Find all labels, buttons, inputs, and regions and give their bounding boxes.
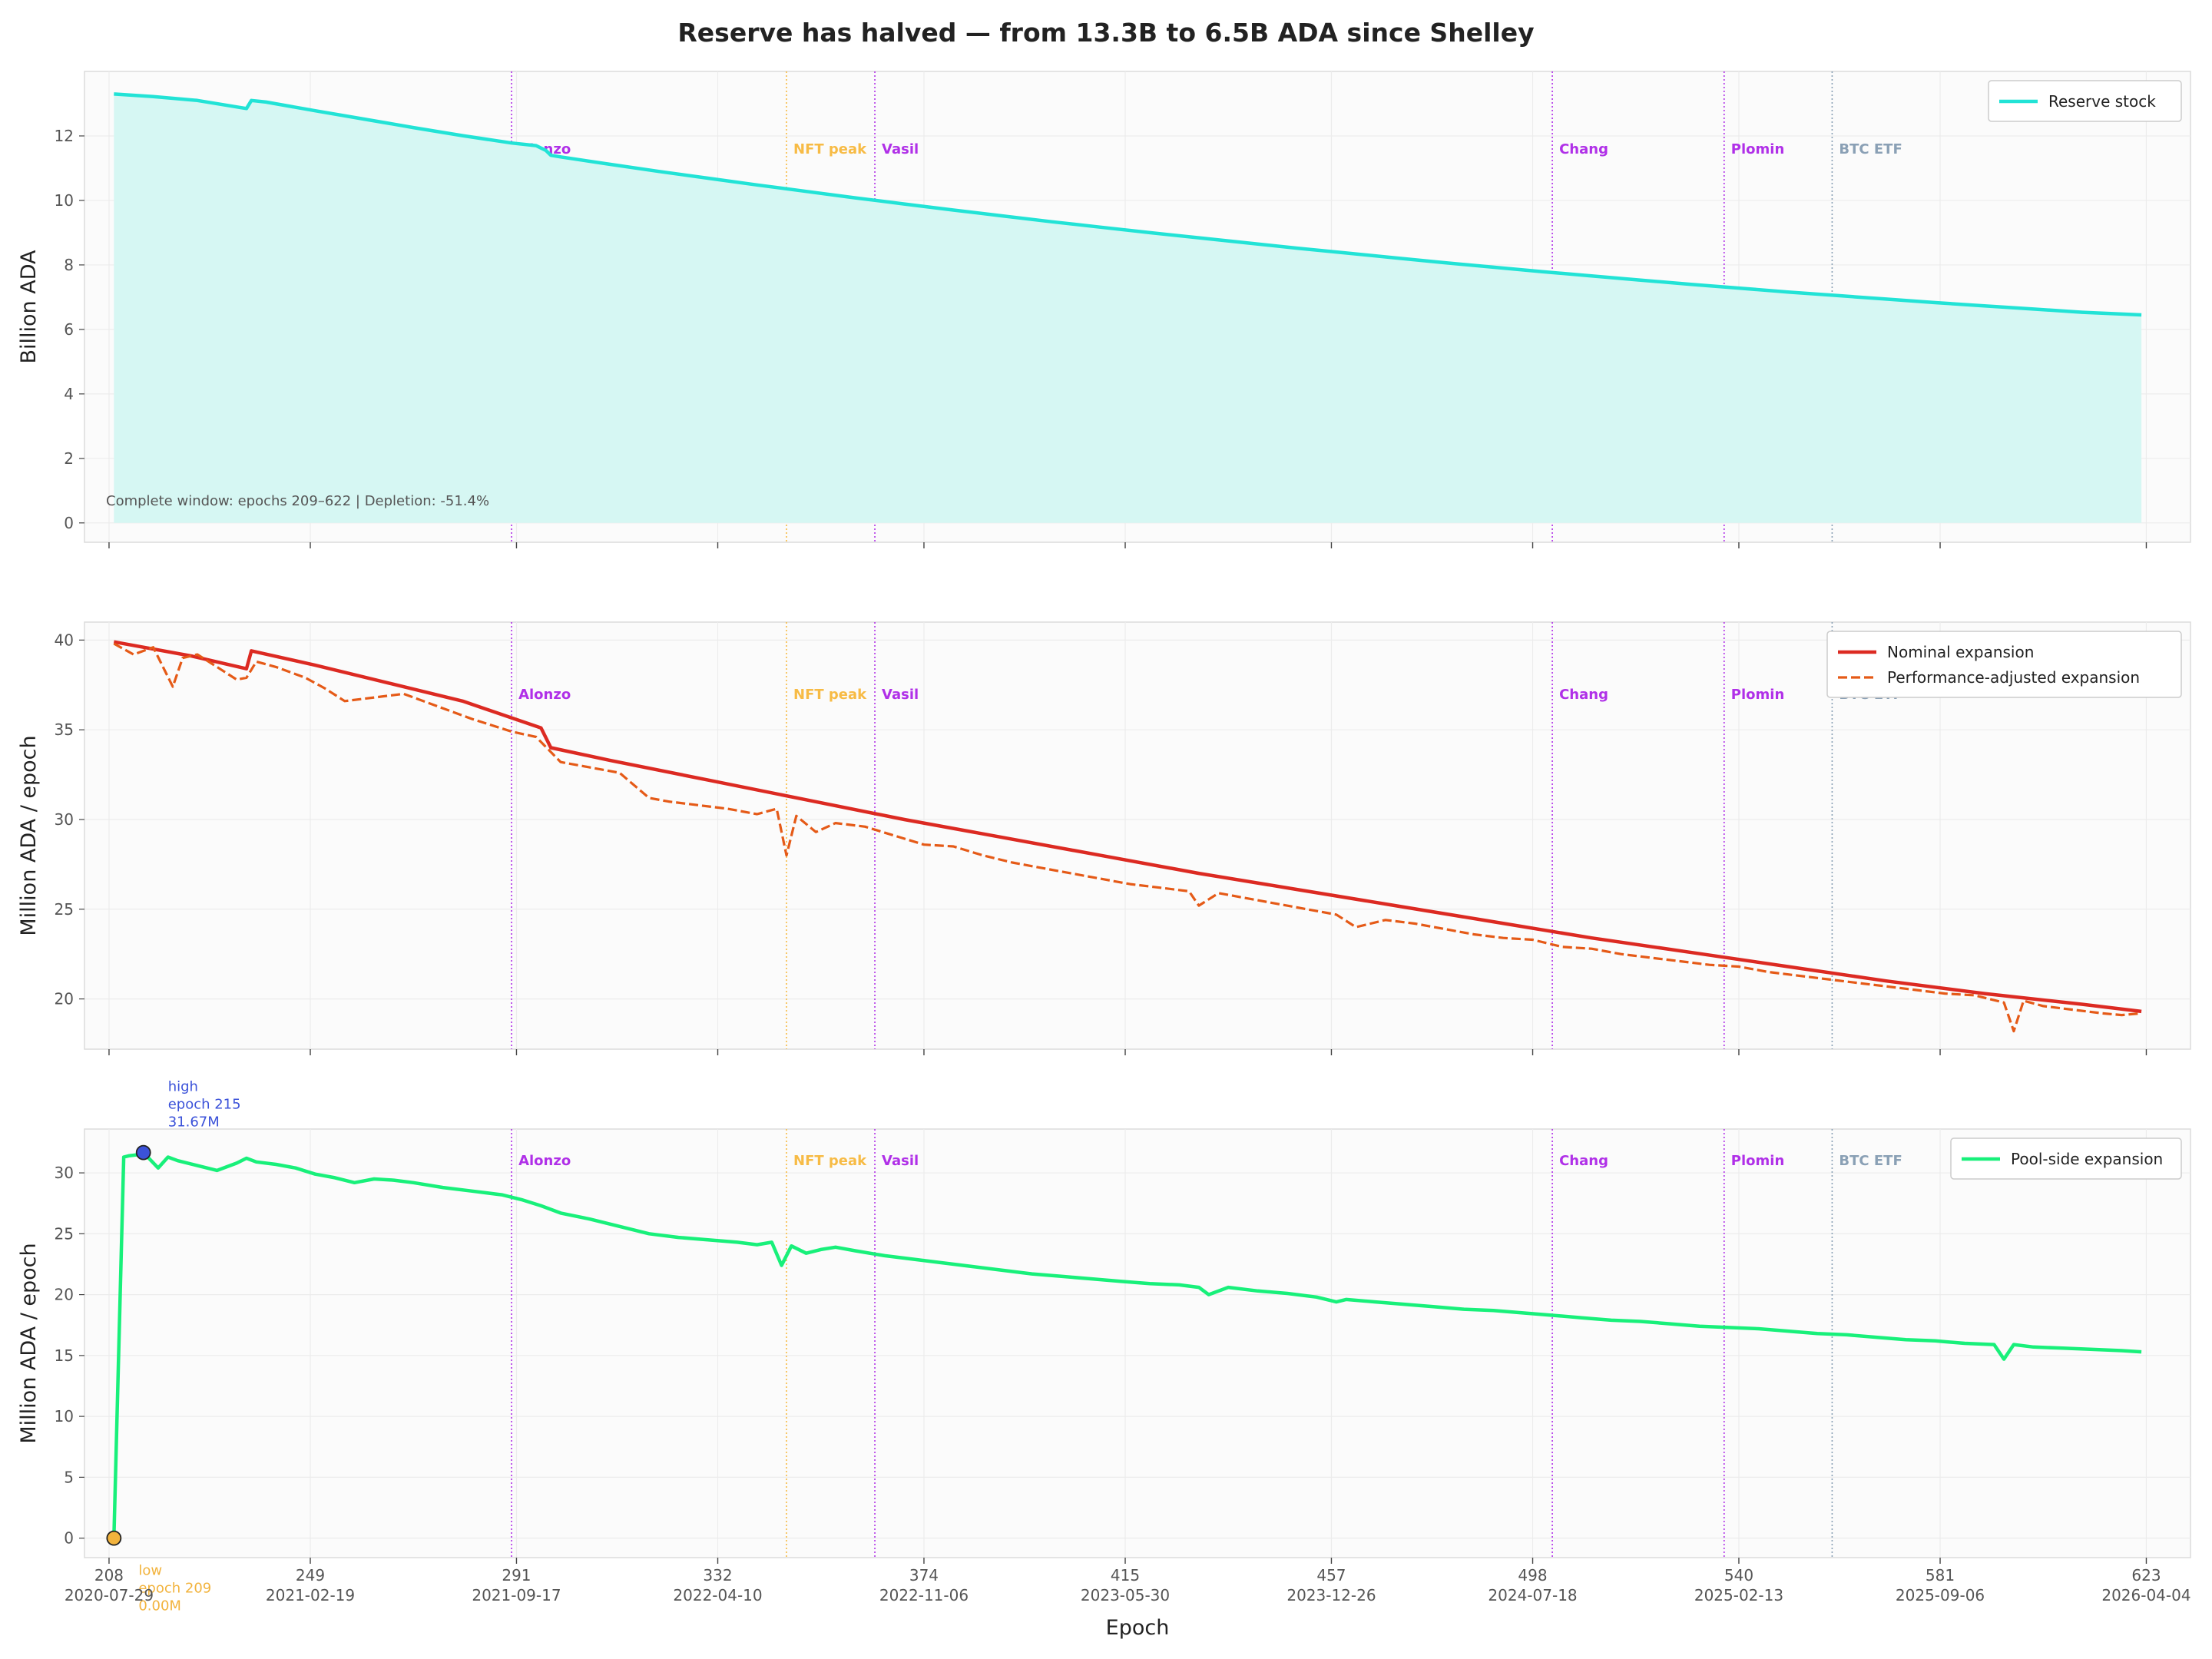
y-tick-label: 0 (64, 1529, 74, 1548)
series-line (114, 92, 2142, 317)
x-tick-date: 2024-07-18 (1488, 1586, 1577, 1604)
x-tick-date: 2021-02-19 (266, 1586, 355, 1604)
legend-box (1988, 80, 2182, 122)
x-axis-title: Epoch (1106, 1616, 1170, 1640)
x-tick-label: 498 (1518, 1566, 1547, 1584)
y-tick-label: 4 (64, 385, 74, 403)
high-marker-label: epoch 215 (168, 1097, 241, 1113)
event-label: Alonzo (518, 687, 571, 703)
event-label: NFT peak (793, 141, 867, 157)
x-tick-date: 2022-11-06 (879, 1586, 969, 1604)
high-marker-label: high (168, 1079, 198, 1095)
x-tick-date: 2020-07-29 (65, 1586, 154, 1604)
series-line (113, 642, 2142, 1033)
low-marker-label: epoch 209 (138, 1581, 211, 1597)
y-tick-label: 30 (55, 1164, 74, 1182)
low-marker-label: 0.00M (138, 1598, 181, 1614)
event-label: Vasil (882, 1153, 919, 1169)
legend-entry: Nominal expansion (1887, 643, 2034, 661)
x-tick-label: 457 (1316, 1566, 1346, 1584)
x-tick-date: 2023-05-30 (1081, 1586, 1170, 1604)
y-tick-label: 2 (64, 449, 74, 468)
x-tick-date: 2021-09-17 (472, 1586, 561, 1604)
y-tick-label: 6 (64, 320, 74, 339)
figure-title: Reserve has halved — from 13.3B to 6.5B … (677, 18, 1534, 48)
x-tick-date: 2025-09-06 (1896, 1586, 1985, 1604)
y-axis-label: Million ADA / epoch (17, 735, 41, 935)
y-tick-label: 0 (64, 514, 74, 532)
y-tick-label: 25 (55, 1224, 74, 1243)
legend-box (1950, 1137, 2182, 1180)
x-tick-label: 374 (909, 1566, 939, 1584)
event-label: Vasil (882, 141, 919, 157)
x-tick-date: 2023-12-26 (1286, 1586, 1376, 1604)
series-line (112, 1151, 2142, 1538)
x-tick-label: 623 (2131, 1566, 2161, 1584)
low-marker-label: low (138, 1563, 162, 1579)
x-tick-label: 208 (94, 1566, 124, 1584)
y-tick-label: 5 (64, 1468, 74, 1486)
event-label: Plomin (1731, 141, 1784, 157)
y-axis-label: Million ADA / epoch (17, 1243, 41, 1443)
x-tick-date: 2025-02-13 (1694, 1586, 1783, 1604)
event-label: Vasil (882, 687, 919, 703)
legend: Nominal expansion Performance-adjusted ex… (1826, 631, 2182, 698)
x-tick-label: 291 (502, 1566, 531, 1584)
event-label: Plomin (1731, 687, 1784, 703)
y-tick-label: 10 (55, 191, 74, 210)
legend-entry: Performance-adjusted expansion (1887, 668, 2140, 687)
x-tick-label: 249 (296, 1566, 325, 1584)
y-tick-label: 12 (55, 127, 74, 145)
y-tick-label: 8 (64, 256, 74, 274)
series-line (113, 640, 2142, 1014)
plot-area (84, 1128, 2191, 1558)
x-tick-label: 540 (1724, 1566, 1753, 1584)
legend-entry: Pool-side expansion (2011, 1150, 2163, 1168)
y-tick-label: 35 (55, 720, 74, 739)
event-label: NFT peak (793, 687, 867, 703)
legend-box (1826, 631, 2182, 698)
y-tick-label: 10 (55, 1407, 74, 1426)
y-tick-label: 20 (55, 1286, 74, 1304)
panel-3: Alonzo NFT peak Vasil Chang Plomin BTC ETF hig… (17, 1079, 2191, 1614)
legend-entry: Reserve stock (2048, 92, 2156, 111)
legend: Reserve stock (1988, 80, 2182, 122)
event-label: Plomin (1731, 1153, 1784, 1169)
panel-annotation: Complete window: epochs 209–622 | Deplet… (106, 493, 489, 509)
panel-1: Alonzo NFT peak Vasil Chang Plomin BTC ETFCom… (17, 71, 2191, 548)
y-tick-label: 20 (55, 990, 74, 1008)
event-label: NFT peak (793, 1153, 867, 1169)
x-tick-label: 581 (1926, 1566, 1955, 1584)
event-label: Chang (1559, 687, 1608, 703)
x-tick-label: 415 (1111, 1566, 1140, 1584)
series-area (114, 94, 2142, 523)
y-tick-label: 15 (55, 1346, 74, 1365)
low-marker (106, 1530, 122, 1546)
event-label: Chang (1559, 1153, 1608, 1169)
event-label: Alonzo (518, 1153, 571, 1169)
x-tick-date: 2022-04-10 (673, 1586, 762, 1604)
high-marker-label: 31.67M (168, 1114, 220, 1131)
y-tick-label: 25 (55, 900, 74, 919)
x-tick-date: 2026-04-04 (2101, 1586, 2190, 1604)
event-label: BTC ETF (1839, 1153, 1902, 1169)
y-tick-label: 30 (55, 810, 74, 829)
high-marker (135, 1144, 151, 1161)
y-tick-label: 40 (55, 631, 74, 649)
x-tick-label: 332 (703, 1566, 732, 1584)
legend: Pool-side expansion (1950, 1137, 2182, 1180)
y-axis-label: Billion ADA (17, 250, 41, 364)
event-label: Chang (1559, 141, 1608, 157)
event-label: BTC ETF (1839, 141, 1902, 157)
